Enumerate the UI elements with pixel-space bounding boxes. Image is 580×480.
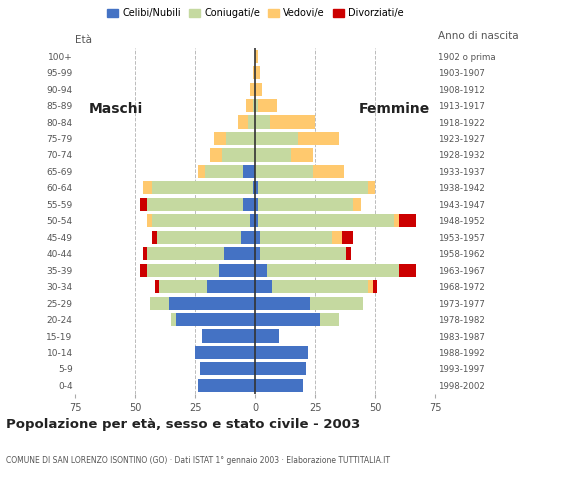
Bar [353,198,361,211]
Text: Età: Età [75,35,92,45]
Bar [255,66,260,79]
Bar [320,313,339,326]
Bar [253,66,255,79]
Bar [298,132,339,145]
Bar [147,264,219,277]
Bar [150,297,169,310]
Bar [255,116,270,129]
Bar [195,346,255,359]
Bar [176,313,255,326]
Bar [202,329,255,343]
Bar [291,148,313,162]
Bar [267,264,399,277]
Bar [224,247,255,260]
Bar [255,49,258,63]
Bar [154,280,160,293]
Bar [238,116,248,129]
Bar [152,214,251,228]
Bar [255,297,310,310]
Bar [253,99,255,112]
Bar [255,99,258,112]
Bar [258,181,368,194]
Bar [368,181,375,194]
Bar [373,280,378,293]
Bar [255,247,260,260]
Bar [248,116,255,129]
Bar [219,264,255,277]
Bar [207,280,255,293]
Bar [226,132,255,145]
Bar [255,313,320,326]
Bar [251,83,255,96]
Bar [255,181,258,194]
Bar [140,264,147,277]
Bar [258,198,353,211]
Bar [260,247,346,260]
Bar [255,148,291,162]
Bar [255,280,272,293]
Bar [342,231,353,244]
Bar [255,198,258,211]
Bar [157,231,241,244]
Text: Maschi: Maschi [89,102,143,116]
Bar [147,247,224,260]
Bar [255,379,303,392]
Bar [255,346,308,359]
Bar [253,181,255,194]
Bar [147,198,243,211]
Bar [272,280,368,293]
Bar [200,362,255,375]
Bar [243,198,255,211]
Bar [152,181,253,194]
Bar [332,231,342,244]
Bar [169,297,255,310]
Bar [241,231,255,244]
Text: Anno di nascita: Anno di nascita [438,31,519,41]
Bar [198,379,255,392]
Bar [152,231,157,244]
Bar [260,231,332,244]
Bar [258,214,394,228]
Bar [255,329,279,343]
Bar [243,165,255,178]
Bar [368,280,373,293]
Bar [215,132,226,145]
Bar [171,313,176,326]
Legend: Celibi/Nubili, Coniugati/e, Vedovi/e, Divorziati/e: Celibi/Nubili, Coniugati/e, Vedovi/e, Di… [103,4,408,22]
Bar [251,214,255,228]
Bar [209,148,222,162]
Text: Popolazione per età, sesso e stato civile - 2003: Popolazione per età, sesso e stato civil… [6,418,360,431]
Bar [143,247,147,260]
Bar [222,148,255,162]
Bar [399,214,416,228]
Bar [205,165,243,178]
Bar [255,362,306,375]
Text: COMUNE DI SAN LORENZO ISONTINO (GO) · Dati ISTAT 1° gennaio 2003 · Elaborazione : COMUNE DI SAN LORENZO ISONTINO (GO) · Da… [6,456,390,465]
Bar [394,214,399,228]
Bar [147,214,152,228]
Bar [270,116,315,129]
Bar [346,247,351,260]
Text: Femmine: Femmine [358,102,430,116]
Bar [160,280,207,293]
Bar [255,132,298,145]
Bar [245,99,253,112]
Bar [310,297,363,310]
Bar [258,99,277,112]
Bar [255,165,313,178]
Bar [255,231,260,244]
Bar [140,198,147,211]
Bar [399,264,416,277]
Bar [143,181,152,194]
Bar [313,165,344,178]
Bar [198,165,205,178]
Bar [255,264,267,277]
Bar [255,83,262,96]
Bar [255,214,258,228]
